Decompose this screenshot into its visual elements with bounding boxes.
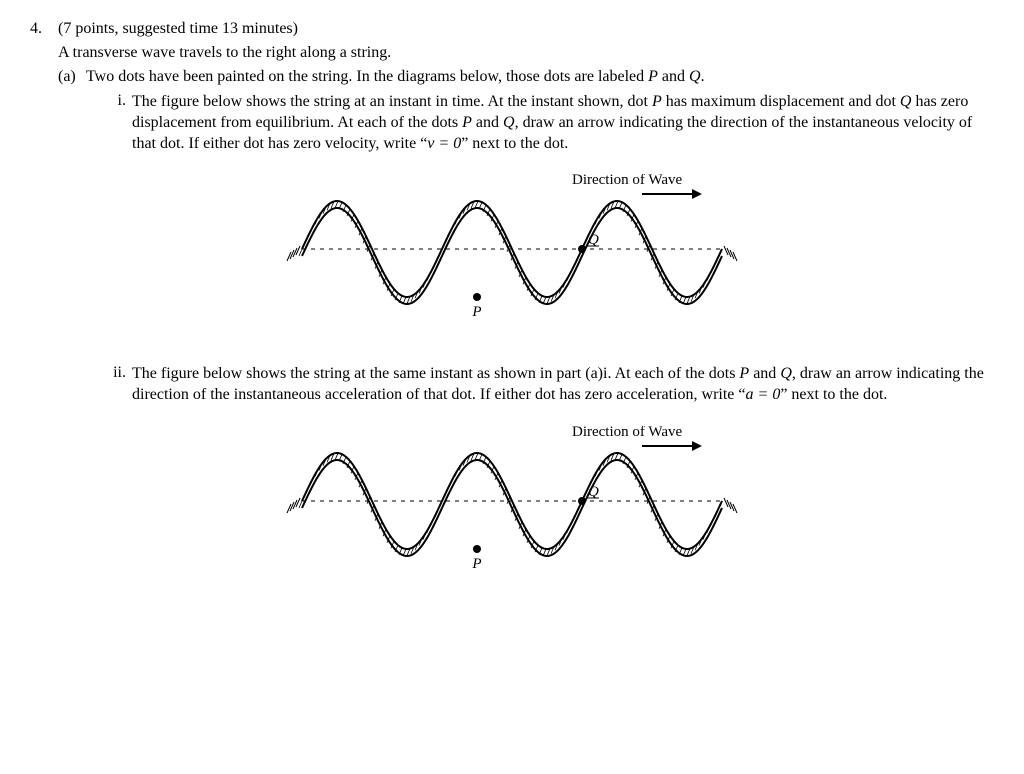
- figure-i: PQDirection of Wave: [30, 174, 994, 334]
- figure-ii: PQDirection of Wave: [30, 426, 994, 586]
- dot-Q: [578, 497, 586, 505]
- svg-text:Direction of Wave: Direction of Wave: [572, 426, 682, 440]
- wave-diagram-1: PQDirection of Wave: [262, 174, 762, 329]
- part-a-text: Two dots have been painted on the string…: [86, 68, 705, 86]
- subpart-i-num: i.: [104, 92, 132, 154]
- svg-text:P: P: [471, 304, 481, 320]
- subpart-ii: ii. The figure below shows the string at…: [104, 364, 994, 406]
- wave-diagram-2: PQDirection of Wave: [262, 426, 762, 581]
- question-number: 4.: [30, 20, 58, 38]
- dot-P: [473, 545, 481, 553]
- svg-text:Direction of Wave: Direction of Wave: [572, 174, 682, 188]
- label-Q: Q: [689, 68, 701, 85]
- question-header: 4. (7 points, suggested time 13 minutes): [30, 20, 994, 38]
- points-time: (7 points, suggested time 13 minutes): [58, 20, 298, 38]
- part-a-letter: (a): [58, 68, 86, 86]
- subpart-i: i. The figure below shows the string at …: [104, 92, 994, 154]
- subpart-ii-num: ii.: [104, 364, 132, 406]
- subpart-i-text: The figure below shows the string at an …: [132, 92, 994, 154]
- dot-P: [473, 293, 481, 301]
- svg-text:P: P: [471, 556, 481, 572]
- dot-Q: [578, 245, 586, 253]
- subpart-ii-text: The figure below shows the string at the…: [132, 364, 994, 406]
- intro-text: A transverse wave travels to the right a…: [58, 44, 994, 62]
- label-P: P: [648, 68, 658, 85]
- part-a-header: (a) Two dots have been painted on the st…: [58, 68, 994, 86]
